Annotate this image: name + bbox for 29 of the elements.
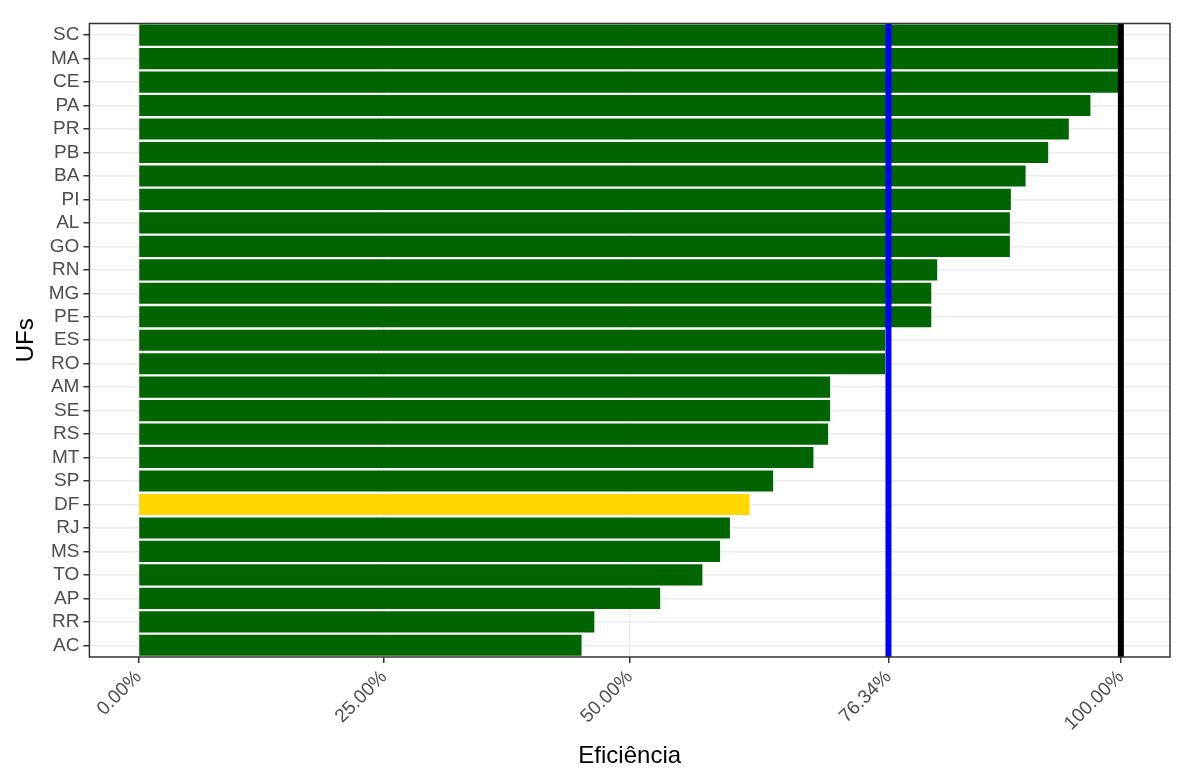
y-axis-title: UFs	[11, 318, 39, 363]
y-tick-label: MT	[51, 445, 80, 467]
y-tick-label: TO	[53, 563, 80, 585]
y-tick-label: PR	[53, 117, 80, 139]
y-tick-label: RJ	[56, 516, 80, 538]
y-tick-label: MS	[50, 539, 80, 561]
y-tick-label: SC	[53, 23, 80, 45]
y-tick-label: RN	[51, 258, 80, 280]
y-tick-label: PE	[54, 304, 80, 326]
y-tick-label: BA	[54, 164, 80, 186]
y-tick-label: PI	[61, 187, 80, 209]
y-tick-label: MG	[48, 281, 80, 303]
y-tick-label: SE	[54, 398, 80, 420]
y-tick-label: RO	[50, 351, 80, 373]
y-tick-label: AC	[53, 633, 80, 655]
y-tick-label: AM	[50, 375, 80, 397]
x-axis-title: Eficiência	[578, 741, 682, 769]
y-tick-label: MA	[50, 46, 80, 68]
y-tick-label: AL	[56, 211, 80, 233]
y-tick-label: PA	[55, 93, 80, 115]
y-tick-label: ES	[54, 328, 80, 350]
y-tick-label: AP	[54, 586, 80, 608]
y-tick-label: PB	[54, 140, 80, 162]
y-tick-label: SP	[54, 469, 80, 491]
y-tick-label: CE	[53, 70, 80, 92]
y-tick-label: RR	[51, 610, 80, 632]
y-tick-label: DF	[54, 492, 80, 514]
y-tick-label: GO	[49, 234, 80, 256]
y-tick-label: RS	[53, 422, 80, 444]
